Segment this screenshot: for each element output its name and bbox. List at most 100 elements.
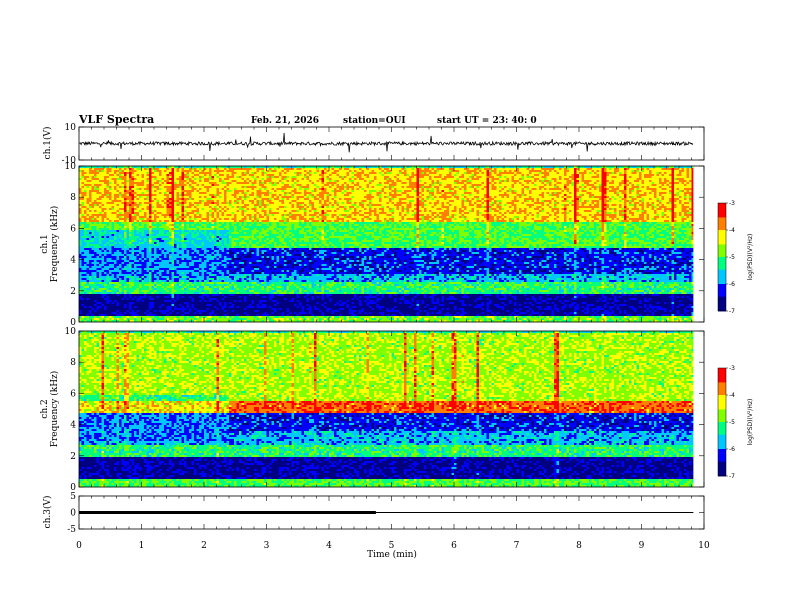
ch1-spectrogram-cell xyxy=(166,244,170,247)
ch1-spectrogram-cell xyxy=(89,250,92,253)
ch1-spectrogram-cell xyxy=(116,230,120,233)
ch1-spectrogram-cell xyxy=(231,188,235,191)
ch1-spectrogram-cell xyxy=(176,244,180,247)
ch1-spectrogram-cell xyxy=(194,312,197,315)
ch1-spectrogram-cell xyxy=(161,282,165,285)
ch1-spectrogram-cell xyxy=(111,318,115,321)
ch1-spectrogram-cell xyxy=(189,238,192,241)
ch1-spectrogram-cell xyxy=(201,228,205,231)
ch1-spectrogram-cell xyxy=(126,232,130,235)
ch1-spectrogram-cell xyxy=(154,238,157,241)
ch1-spectrogram-cell xyxy=(204,226,207,229)
ch1-spectrogram-cell xyxy=(174,198,177,201)
ch1-spectrogram-cell xyxy=(96,298,100,301)
ch1-spectrogram-cell xyxy=(199,230,202,233)
ch1-spectrogram-cell xyxy=(186,298,190,301)
ch1-spectrogram-cell xyxy=(149,206,152,209)
ch1-spectrogram-cell xyxy=(176,306,180,309)
ch1-spectrogram-cell xyxy=(104,190,107,193)
ch1-spectrogram-cell xyxy=(134,176,137,179)
ch1-spectrogram-cell xyxy=(79,192,82,195)
ch1-spectrogram-cell xyxy=(184,268,187,271)
ch1-spectrogram-cell xyxy=(124,318,127,321)
ch1-spectrogram-cell xyxy=(131,286,135,289)
ch1-spectrogram-cell xyxy=(91,268,95,271)
ch1-spectrogram-cell xyxy=(159,240,162,243)
ch1-spectrogram-cell xyxy=(171,250,175,253)
ch1-spectrogram-cell xyxy=(226,184,230,187)
ch1-spectrogram-cell xyxy=(159,178,162,181)
ch1-spectrogram-cell xyxy=(101,180,105,183)
ch1-spectrogram-cell xyxy=(181,264,185,267)
ch1-spectrogram-cell xyxy=(194,202,197,205)
ch1-spectrogram-cell xyxy=(151,172,155,175)
ch1-spectrogram-cell xyxy=(199,294,202,297)
ch1-spectrogram-cell xyxy=(186,284,190,287)
ch1-spectrogram-cell xyxy=(174,190,177,193)
ch1-spectrogram-cell xyxy=(144,170,147,173)
ch1-spectrogram-cell xyxy=(159,242,162,245)
ch1-spectrogram-cell xyxy=(129,316,132,319)
ch1-spectrogram-cell xyxy=(214,318,217,321)
ch1-spectrogram-cell xyxy=(191,186,195,189)
ch1-spectrogram-cell xyxy=(219,292,222,295)
ch1-spectrogram-cell xyxy=(174,186,177,189)
ch1-spectrogram-cell xyxy=(209,176,212,179)
ch1-spectrogram-cell xyxy=(179,312,182,315)
ch1-spectrogram-cell xyxy=(151,280,155,283)
ch1-spectrogram-cell xyxy=(144,310,147,313)
ch1-spectrogram-cell xyxy=(104,222,107,225)
ch1-spectrogram-cell xyxy=(229,212,232,215)
ch1-spectrogram-cell xyxy=(191,180,195,183)
ch1-spectrogram-cell xyxy=(146,216,150,219)
ch1-spectrogram-cell xyxy=(209,260,212,263)
ch1-spectrogram-cell xyxy=(106,284,110,287)
ch1-spectrogram-cell xyxy=(141,252,145,255)
ch1-spectrogram-cell xyxy=(224,246,227,249)
ch1-spectrogram-cell xyxy=(171,224,175,227)
ch1-spectrogram-cell xyxy=(199,214,202,217)
ch1-spectrogram-cell xyxy=(184,222,187,225)
ch1-spectrogram-cell xyxy=(224,288,227,291)
ch1-spectrogram-cell xyxy=(106,242,110,245)
ch1-spectrogram-cell xyxy=(101,258,105,261)
ch1-spectrogram-cell xyxy=(229,290,232,293)
ch1-spectrogram-cell xyxy=(201,166,205,169)
ch1-spectrogram-cell xyxy=(214,310,217,313)
ch1-spectrogram-cell xyxy=(91,296,95,299)
ch1-spectrogram-cell xyxy=(86,224,90,227)
ch1-spectrogram-cell xyxy=(181,272,185,275)
ch1-spectrogram-cell xyxy=(79,306,82,309)
ch1-spectrogram-cell xyxy=(201,260,205,263)
ch1-spectrogram-cell xyxy=(219,284,222,287)
ch1-spectrogram-cell xyxy=(129,312,132,315)
ch1-spectrogram-cell xyxy=(129,274,132,277)
ch1-spectrogram-cell xyxy=(91,228,95,231)
ch1-spectrogram-cell xyxy=(99,292,102,295)
ch1-spectrogram-cell xyxy=(201,320,205,323)
ch1-spectrogram-cell xyxy=(129,248,132,251)
ch1-spectrogram-cell xyxy=(131,282,135,285)
ch1-spectrogram-cell xyxy=(99,258,102,261)
ch1-spectrogram-cell xyxy=(139,260,142,263)
ch1-spectrogram-cell xyxy=(141,258,145,261)
ch1-spectrogram-cell xyxy=(151,226,155,229)
ch1-spectrogram-cell xyxy=(89,258,92,261)
ch1-spectrogram-cell xyxy=(91,188,95,191)
ch1-spectrogram-cell xyxy=(199,190,202,193)
ch1-spectrogram-cell xyxy=(209,236,212,239)
ch1-spectrogram-cell xyxy=(109,216,112,219)
ch1-spectrogram-cell xyxy=(226,200,230,203)
ch1-spectrogram-cell xyxy=(234,226,237,229)
ch1-spectrogram-cell xyxy=(199,204,202,207)
ch1-spectrogram-cell xyxy=(179,184,182,187)
ch1-spectrogram-cell xyxy=(186,292,190,295)
ch1-spectrogram-cell xyxy=(129,170,132,173)
ch1-spectrogram-cell xyxy=(189,192,192,195)
ch1-spectrogram-cell xyxy=(86,216,90,219)
ch1-spectrogram-cell xyxy=(99,188,102,191)
ch1-spectrogram-cell xyxy=(229,200,232,203)
ch1-spectrogram-cell xyxy=(229,182,232,185)
ch1-spectrogram-cell xyxy=(226,254,230,257)
ch1-spectrogram-cell xyxy=(156,286,160,289)
